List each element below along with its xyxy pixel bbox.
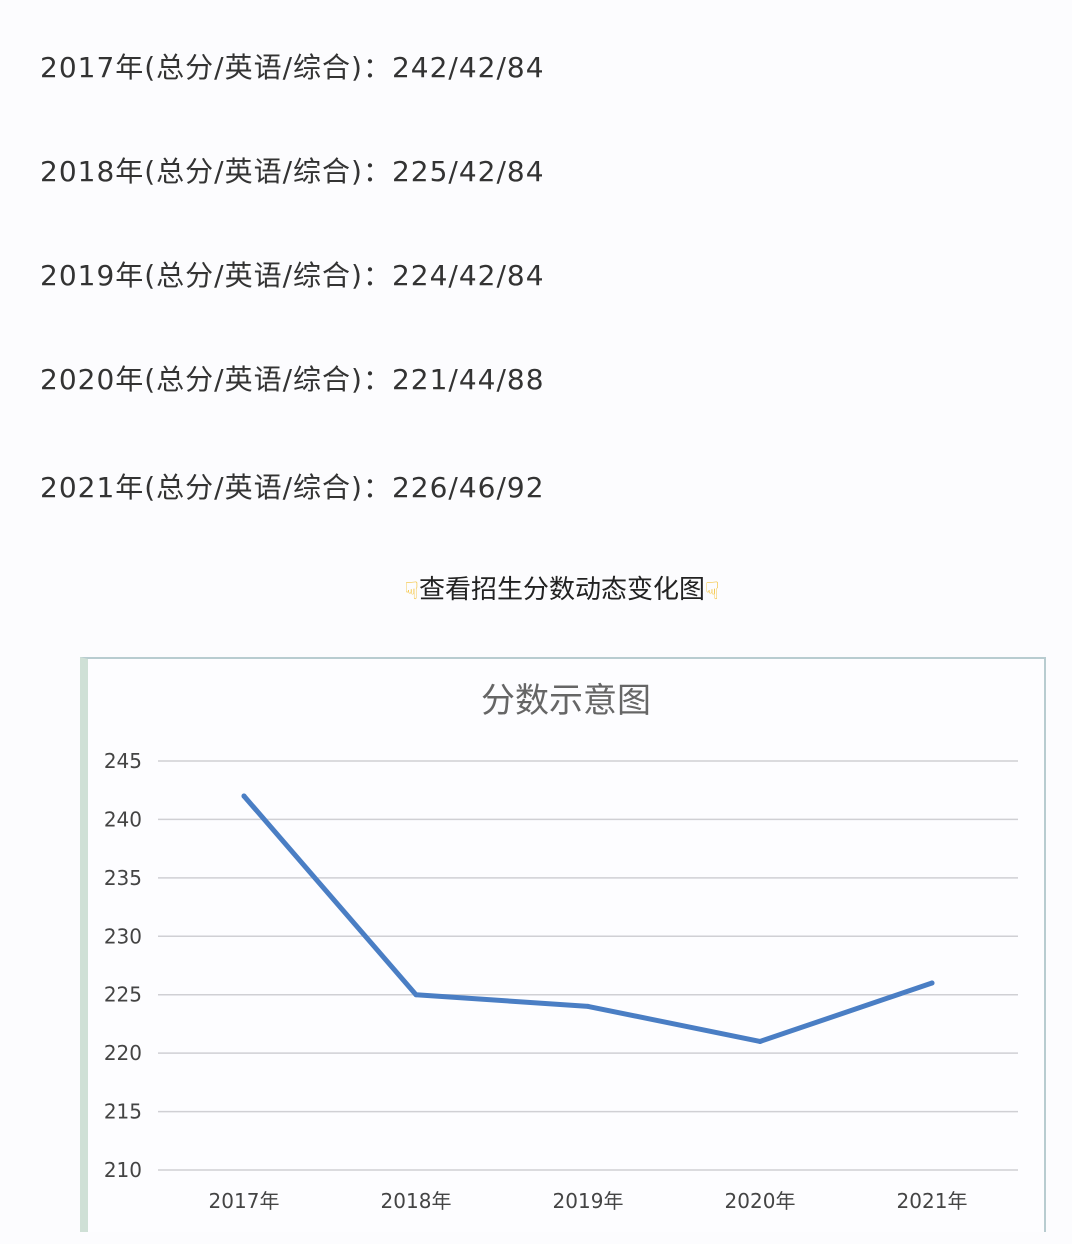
data-point <box>585 1003 591 1009</box>
x-tick-label: 2018年 <box>381 1189 452 1213</box>
chart-title: 分数示意图 <box>481 681 651 721</box>
hand-pointing-down-icon: ☟ <box>705 576 720 605</box>
heading-text: 查看招生分数动态变化图 <box>418 575 705 605</box>
y-tick-label: 245 <box>104 749 142 773</box>
chart-frame <box>80 657 1046 1232</box>
y-tick-label: 215 <box>104 1100 142 1124</box>
score-line-2018: 2018年(总分/英语/综合)：225/42/84 <box>40 155 545 188</box>
x-tick-label: 2019年 <box>553 1189 624 1213</box>
y-tick-label: 210 <box>104 1158 142 1182</box>
hand-pointing-down-icon: ☟ <box>404 576 419 605</box>
data-point <box>929 980 935 986</box>
y-tick-label: 230 <box>104 924 142 948</box>
y-tick-label: 240 <box>104 807 142 831</box>
x-tick-label: 2020年 <box>725 1189 796 1213</box>
data-point <box>413 992 419 998</box>
score-line-2020: 2020年(总分/英语/综合)：221/44/88 <box>40 363 545 396</box>
x-tick-label: 2021年 <box>897 1189 968 1213</box>
y-tick-label: 225 <box>104 983 142 1007</box>
score-line-2019: 2019年(总分/英语/综合)：224/42/84 <box>40 259 545 292</box>
x-tick-label: 2017年 <box>209 1189 280 1213</box>
score-line-2017: 2017年(总分/英语/综合)：242/42/84 <box>40 51 545 84</box>
y-tick-label: 220 <box>104 1041 142 1065</box>
y-tick-label: 235 <box>104 866 142 890</box>
data-point <box>241 793 247 799</box>
score-line-2021: 2021年(总分/英语/综合)：226/46/92 <box>40 471 545 504</box>
data-point <box>757 1038 763 1044</box>
chart-heading: ☟查看招生分数动态变化图☟ <box>0 572 1072 609</box>
